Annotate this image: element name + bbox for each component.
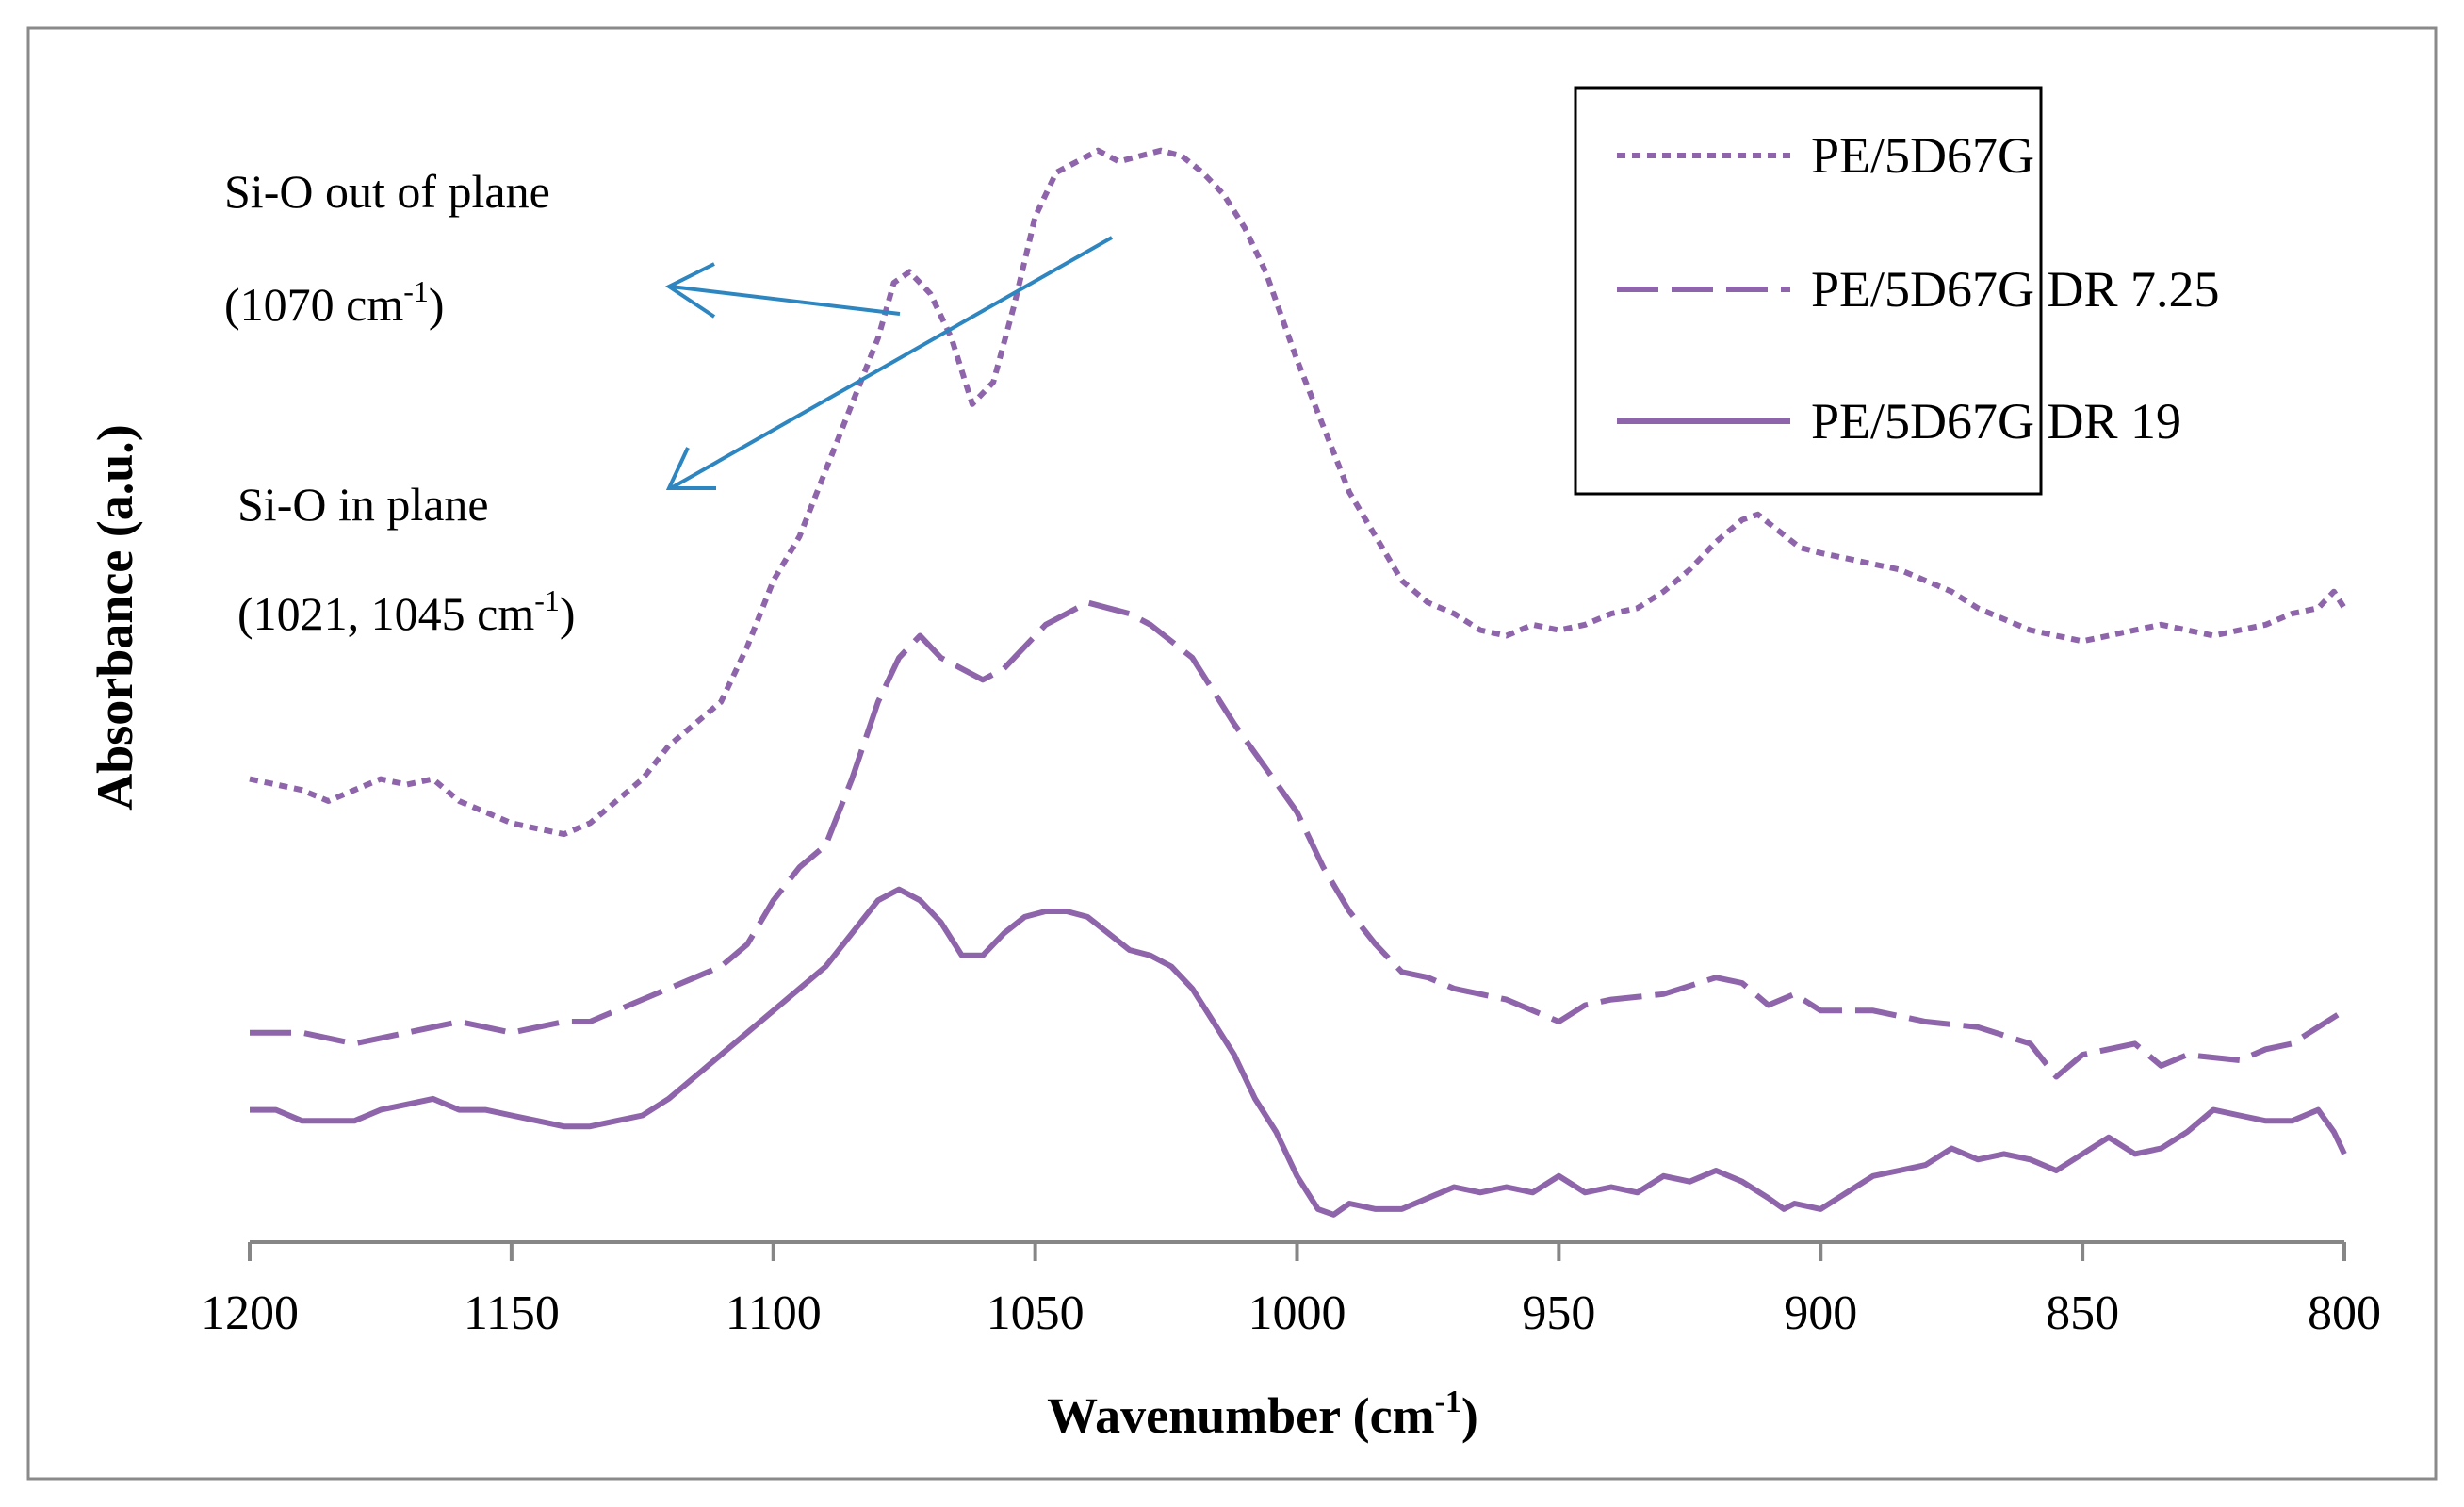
series-line-pe-5d67g-dr-19 bbox=[250, 886, 2347, 1218]
x-tick-label: 1100 bbox=[726, 1286, 822, 1340]
annotation-in-plane-title: Si-O in plane bbox=[237, 478, 489, 531]
x-tick-label: 800 bbox=[2308, 1286, 2381, 1340]
legend-label-pe-5d67g: PE/5D67G bbox=[1811, 127, 2034, 184]
x-axis-title: Wavenumber (cm-1) bbox=[1047, 1384, 1478, 1444]
x-axis-ticks: 1200 1150 1100 1050 1000 950 900 850 800 bbox=[201, 1242, 2381, 1340]
x-tick-label: 1050 bbox=[987, 1286, 1085, 1340]
x-tick-label: 900 bbox=[1784, 1286, 1857, 1340]
x-tick-label: 850 bbox=[2046, 1286, 2119, 1340]
series-layer bbox=[249, 147, 2347, 1218]
x-tick-label: 1000 bbox=[1248, 1286, 1346, 1340]
arrow-out-of-plane bbox=[665, 262, 901, 319]
annotation-out-of-plane-title: Si-O out of plane bbox=[224, 165, 550, 218]
annotation-out-of-plane-value: (1070 cm-1) bbox=[224, 274, 445, 331]
chart-border bbox=[26, 26, 2438, 1481]
y-axis-title: Absorbance (a.u.) bbox=[87, 424, 143, 811]
arrow-in-plane bbox=[665, 236, 1113, 490]
legend-label-pe-5d67g-dr-7-25: PE/5D67G DR 7.25 bbox=[1811, 261, 2220, 318]
legend: PE/5D67G PE/5D67G DR 7.25 PE/5D67G DR 19 bbox=[1574, 86, 2220, 496]
x-tick-label: 1200 bbox=[201, 1286, 299, 1340]
series-line-pe-5d67g-dr-7-25 bbox=[250, 599, 2346, 1080]
annotation-in-plane-value: (1021, 1045 cm-1) bbox=[237, 583, 576, 640]
x-tick-label: 950 bbox=[1522, 1286, 1595, 1340]
x-tick-label: 1150 bbox=[464, 1286, 560, 1340]
legend-label-pe-5d67g-dr-19: PE/5D67G DR 19 bbox=[1811, 393, 2181, 450]
